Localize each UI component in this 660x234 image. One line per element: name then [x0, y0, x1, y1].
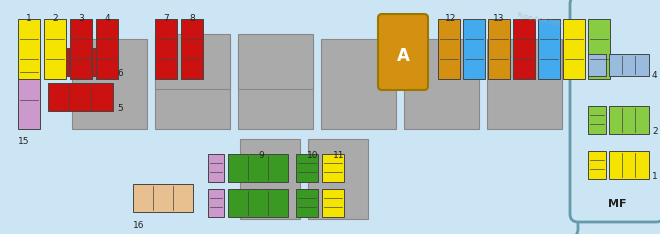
Text: 16: 16	[133, 221, 145, 230]
Text: 8: 8	[189, 14, 195, 23]
Text: Fuse-box.info: Fuse-box.info	[517, 12, 564, 28]
Bar	[44, 19, 66, 79]
Text: 1: 1	[652, 172, 658, 181]
FancyBboxPatch shape	[570, 0, 660, 222]
Text: 4: 4	[104, 14, 110, 23]
Bar	[463, 19, 485, 79]
Bar	[487, 39, 562, 129]
Bar	[238, 39, 313, 129]
Bar	[438, 19, 460, 79]
Bar	[588, 106, 606, 134]
Bar	[238, 34, 313, 89]
Bar	[155, 39, 230, 129]
FancyBboxPatch shape	[378, 14, 428, 90]
Text: 6: 6	[117, 69, 123, 78]
Bar	[133, 184, 193, 212]
Text: 12: 12	[446, 14, 457, 23]
Text: A: A	[397, 47, 409, 65]
Text: 1: 1	[26, 14, 32, 23]
Bar	[308, 139, 368, 219]
Bar	[155, 34, 230, 89]
Bar	[48, 48, 113, 76]
Bar	[488, 19, 510, 79]
Bar	[18, 19, 40, 79]
Bar	[588, 151, 606, 179]
Bar	[72, 39, 147, 129]
Bar	[155, 19, 177, 79]
Bar	[208, 154, 224, 182]
Bar	[181, 19, 203, 79]
Bar	[588, 19, 610, 79]
Bar	[70, 19, 92, 79]
Bar	[404, 39, 479, 129]
Text: MF: MF	[608, 199, 626, 209]
Bar	[296, 189, 318, 217]
Text: 7: 7	[163, 14, 169, 23]
Text: 10: 10	[307, 151, 319, 160]
Bar	[18, 44, 40, 129]
Bar	[322, 189, 344, 217]
Bar	[240, 139, 300, 219]
Text: 15: 15	[18, 137, 30, 146]
Text: 3: 3	[78, 14, 84, 23]
Bar	[96, 19, 118, 79]
Bar	[588, 54, 606, 76]
Text: 5: 5	[117, 104, 123, 113]
Text: 13: 13	[493, 14, 505, 23]
Bar	[609, 106, 649, 134]
Text: 11: 11	[333, 151, 345, 160]
Bar	[609, 151, 649, 179]
Text: 4: 4	[652, 71, 657, 80]
Bar	[208, 189, 224, 217]
Bar	[513, 19, 535, 79]
Bar	[538, 19, 560, 79]
Bar	[321, 39, 396, 129]
Text: 2: 2	[652, 127, 657, 136]
Bar	[563, 19, 585, 79]
Text: 9: 9	[258, 151, 264, 160]
Bar	[48, 83, 113, 111]
Bar	[609, 54, 649, 76]
Bar	[322, 154, 344, 182]
Text: 2: 2	[52, 14, 58, 23]
Bar	[296, 154, 318, 182]
FancyBboxPatch shape	[0, 0, 578, 234]
Bar	[228, 189, 288, 217]
Bar	[228, 154, 288, 182]
